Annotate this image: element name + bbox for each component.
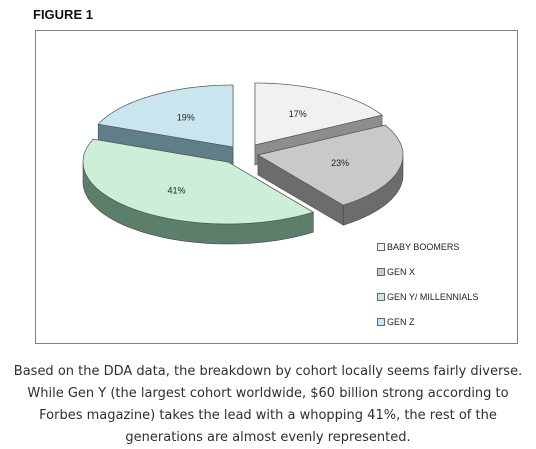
- pie-slice: [257, 124, 404, 226]
- legend-label: GEN X: [387, 266, 416, 277]
- figure-title: FIGURE 1: [33, 7, 93, 22]
- slice-value-label: 17%: [289, 109, 307, 119]
- slice-value-label: 19%: [177, 112, 195, 122]
- legend-swatch: [377, 267, 385, 276]
- legend-item: GEN X: [377, 259, 512, 284]
- slice-value-label: 41%: [167, 185, 185, 195]
- legend-swatch: [377, 317, 385, 326]
- pie-slice-top: [82, 138, 315, 225]
- legend-label: GEN Z: [387, 316, 415, 327]
- legend-swatch: [377, 292, 385, 301]
- legend-item: GEN Y/ MILLENNIALS: [377, 284, 512, 309]
- figure-caption: Based on the DDA data, the breakdown by …: [13, 364, 523, 445]
- pie-slice: [82, 138, 315, 245]
- slice-value-label: 23%: [331, 158, 349, 168]
- pie-slice-top: [97, 84, 234, 148]
- pie-slice: [97, 84, 234, 168]
- legend-label: GEN Y/ MILLENNIALS: [387, 291, 479, 302]
- legend-swatch: [377, 242, 385, 251]
- legend-item: BABY BOOMERS: [377, 234, 512, 259]
- chart-legend: BABY BOOMERS GEN X GEN Y/ MILLENNIALS GEN Z: [377, 234, 512, 334]
- legend-item: GEN Z: [377, 309, 512, 334]
- pie-slice-top: [257, 124, 404, 206]
- legend-label: BABY BOOMERS: [387, 241, 460, 252]
- chart-frame: 17% 23% 41% 19% BABY BOOMERS GEN X GEN Y/ MIL…: [35, 30, 518, 344]
- pie-chart: 17% 23% 41% 19%: [82, 82, 404, 245]
- pie-slice-top: [254, 82, 383, 146]
